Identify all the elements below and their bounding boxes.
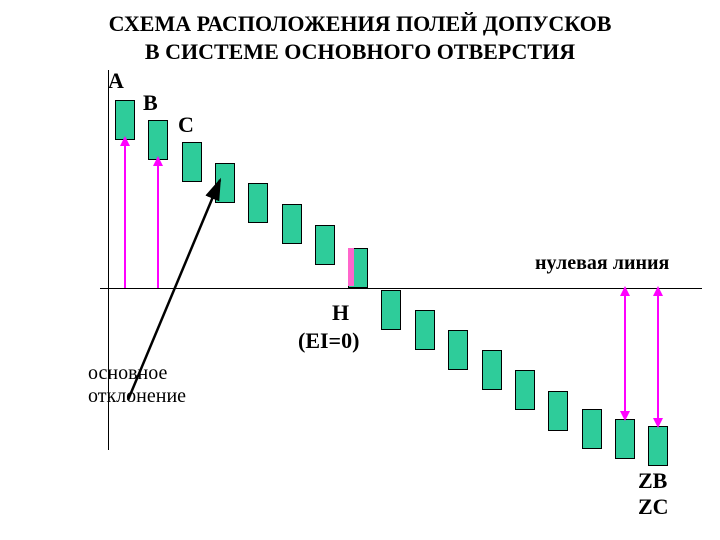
label-ZC: ZC (638, 494, 669, 520)
label-C: C (178, 112, 194, 138)
label-B: B (143, 90, 158, 116)
label-EI: (EI=0) (298, 328, 359, 354)
label-zero-line-text: нулевая линия (535, 252, 669, 275)
label-basic-deviation: основноеотклонение (88, 362, 186, 408)
basic-dev-l1: основное (88, 362, 167, 384)
basic-dev-l2: отклонение (88, 385, 186, 407)
label-ZB: ZB (638, 468, 667, 494)
label-H: H (332, 300, 349, 326)
label-A: A (108, 68, 124, 94)
